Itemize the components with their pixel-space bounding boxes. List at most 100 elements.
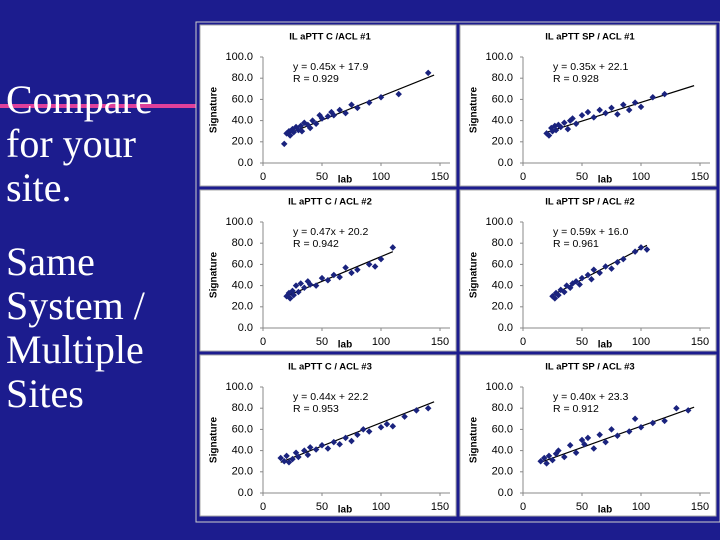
paragraph: Compare for your site. bbox=[6, 78, 153, 210]
chart-title: IL aPTT SP / ACL #1 bbox=[545, 32, 635, 43]
chart-title: IL aPTT SP / ACL #2 bbox=[545, 197, 634, 208]
y-tick-label: 100.0 bbox=[225, 381, 253, 393]
x-tick-label: 100 bbox=[372, 336, 390, 348]
text-line: Multiple bbox=[6, 327, 144, 372]
point bbox=[620, 101, 627, 108]
x-tick-label: 150 bbox=[691, 336, 709, 348]
chart: IL aPTT SP / ACL #3 0.0 20.0 40.0 60.0 80.0 10… bbox=[459, 354, 717, 517]
y-tick-label: 0.0 bbox=[238, 157, 253, 169]
x-tick-label: 150 bbox=[691, 171, 709, 183]
annotation: y = 0.47x + 20.2 bbox=[293, 226, 368, 238]
y-tick-label: 20.0 bbox=[232, 301, 253, 313]
chart: IL aPTT SP / ACL #2 0.0 20.0 40.0 60.0 80.0 10… bbox=[459, 189, 717, 352]
point bbox=[342, 264, 349, 271]
y-tick-label: 60.0 bbox=[492, 423, 513, 435]
y-tick-label: 60.0 bbox=[232, 93, 253, 105]
annotation: R = 0.928 bbox=[553, 73, 599, 85]
x-tick-label: 0 bbox=[520, 336, 526, 348]
annotation: R = 0.953 bbox=[293, 403, 339, 415]
text-line: Compare bbox=[6, 77, 153, 122]
chart: IL aPTT SP / ACL #1 0.0 20.0 40.0 60.0 80.0 10… bbox=[459, 24, 717, 187]
text-line: for your bbox=[6, 121, 136, 166]
x-axis-label: lab bbox=[598, 340, 612, 351]
slide-text: Compare for your site. Same System / Multiple… bbox=[6, 78, 153, 416]
y-tick-label: 100.0 bbox=[225, 216, 253, 228]
y-tick-label: 40.0 bbox=[492, 115, 513, 127]
annotation: R = 0.929 bbox=[293, 73, 339, 85]
point bbox=[309, 117, 316, 124]
x-tick-label: 0 bbox=[520, 171, 526, 183]
x-tick-label: 0 bbox=[260, 501, 266, 513]
annotation: y = 0.35x + 22.1 bbox=[553, 61, 628, 73]
annotation: R = 0.942 bbox=[293, 238, 339, 250]
point bbox=[348, 437, 355, 445]
point bbox=[290, 129, 297, 136]
x-tick-label: 100 bbox=[632, 336, 650, 348]
x-tick-label: 150 bbox=[431, 336, 449, 348]
chart: IL aPTT C /ACL #1 0.0 20.0 40.0 60.0 80.0 100.… bbox=[199, 24, 457, 187]
chart-title: IL aPTT C /ACL #1 bbox=[289, 32, 371, 43]
x-tick-label: 150 bbox=[431, 501, 449, 513]
y-tick-label: 60.0 bbox=[492, 93, 513, 105]
x-tick-label: 50 bbox=[316, 336, 328, 348]
y-axis-label: Signature bbox=[209, 417, 220, 464]
point bbox=[566, 284, 574, 291]
point bbox=[608, 426, 615, 433]
annotation: y = 0.40x + 23.3 bbox=[553, 391, 628, 403]
point bbox=[304, 451, 312, 459]
point bbox=[608, 104, 615, 112]
x-tick-label: 150 bbox=[431, 171, 449, 183]
x-axis-label: lab bbox=[338, 175, 352, 186]
annotation: y = 0.59x + 16.0 bbox=[553, 226, 628, 238]
point bbox=[318, 115, 326, 122]
annotation: R = 0.961 bbox=[553, 238, 599, 250]
y-tick-label: 80.0 bbox=[492, 402, 513, 414]
y-tick-label: 80.0 bbox=[232, 237, 253, 249]
point bbox=[383, 420, 391, 428]
point bbox=[354, 431, 361, 438]
annotation: y = 0.44x + 22.2 bbox=[293, 391, 368, 403]
point bbox=[318, 274, 326, 282]
x-tick-label: 0 bbox=[260, 336, 266, 348]
point bbox=[549, 456, 556, 464]
trendline bbox=[546, 85, 695, 133]
point bbox=[377, 424, 385, 431]
y-tick-label: 0.0 bbox=[238, 487, 253, 499]
point bbox=[289, 455, 296, 463]
y-axis-label: Signature bbox=[469, 252, 480, 299]
y-tick-label: 100.0 bbox=[485, 381, 513, 393]
annotation: y = 0.45x + 17.9 bbox=[293, 61, 368, 73]
x-tick-label: 50 bbox=[576, 171, 588, 183]
x-tick-label: 100 bbox=[372, 501, 390, 513]
y-tick-label: 0.0 bbox=[498, 322, 513, 334]
point bbox=[395, 90, 402, 98]
y-tick-label: 20.0 bbox=[232, 136, 253, 148]
point bbox=[578, 112, 586, 119]
y-tick-label: 40.0 bbox=[492, 280, 513, 292]
chart-panel bbox=[199, 24, 457, 187]
point bbox=[348, 269, 355, 277]
chart-panel bbox=[459, 24, 717, 187]
y-tick-label: 40.0 bbox=[492, 445, 513, 457]
y-tick-label: 20.0 bbox=[492, 301, 513, 313]
point bbox=[312, 446, 320, 453]
x-axis-label: lab bbox=[598, 505, 612, 516]
y-tick-label: 0.0 bbox=[238, 322, 253, 334]
point bbox=[578, 274, 586, 282]
point bbox=[312, 282, 320, 289]
point bbox=[354, 104, 361, 112]
y-tick-label: 60.0 bbox=[492, 258, 513, 270]
y-tick-label: 100.0 bbox=[225, 51, 253, 63]
text-line: Same bbox=[6, 239, 95, 284]
x-axis-label: lab bbox=[338, 340, 352, 351]
y-tick-label: 80.0 bbox=[492, 72, 513, 84]
point bbox=[283, 452, 290, 460]
text-line: System / bbox=[6, 283, 145, 328]
x-tick-label: 50 bbox=[316, 501, 328, 513]
y-axis-label: Signature bbox=[209, 252, 220, 299]
point bbox=[348, 101, 355, 108]
point bbox=[298, 127, 306, 135]
trendline bbox=[286, 74, 435, 135]
